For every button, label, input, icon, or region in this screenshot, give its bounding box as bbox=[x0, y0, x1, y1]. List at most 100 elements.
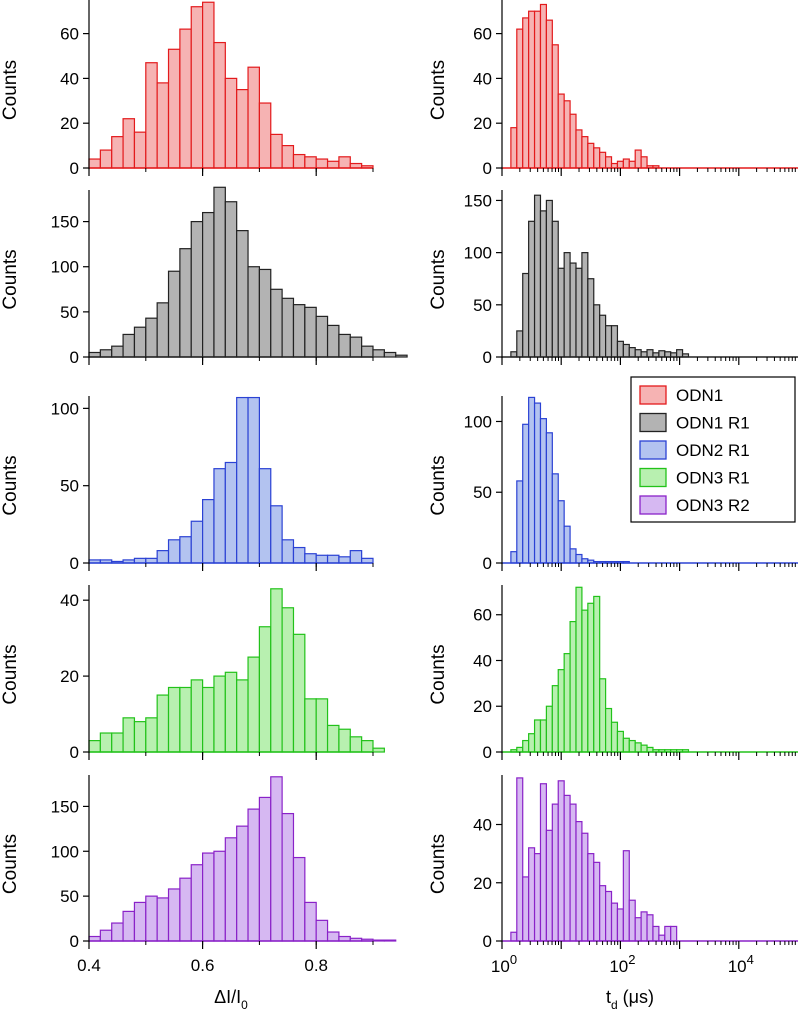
bar-left-3-15 bbox=[247, 396, 260, 564]
bar-left-1-11 bbox=[202, 1, 215, 169]
bar-left-2-3 bbox=[111, 345, 124, 358]
bar-right-1-16 bbox=[599, 151, 607, 169]
legend-swatch bbox=[639, 412, 667, 433]
bar-left-3-12 bbox=[213, 468, 226, 564]
bar-right-5-19 bbox=[616, 908, 624, 942]
bar-right-1-6 bbox=[539, 3, 547, 169]
bar-right-2-8 bbox=[551, 220, 559, 358]
y-tick-label: 60 bbox=[473, 606, 492, 625]
bar-left-5-26 bbox=[372, 939, 385, 942]
x-tick-label-right: 102 bbox=[609, 952, 635, 976]
bar-right-3-1 bbox=[510, 551, 518, 564]
bar-right-3-9 bbox=[557, 500, 565, 564]
y-tick-label: 0 bbox=[483, 743, 492, 762]
y-axis-label-left-4: Counts bbox=[0, 644, 21, 704]
bar-left-1-23 bbox=[338, 156, 351, 169]
y-tick-label: 60 bbox=[473, 25, 492, 44]
bar-left-3-23 bbox=[338, 556, 351, 564]
bar-right-1-11 bbox=[569, 113, 577, 169]
bar-right-5-15 bbox=[593, 861, 601, 942]
bar-left-4-17 bbox=[270, 588, 283, 753]
bar-right-2-2 bbox=[516, 330, 524, 358]
bar-left-2-22 bbox=[326, 324, 340, 358]
bar-left-4-10 bbox=[190, 679, 204, 753]
bar-left-2-17 bbox=[270, 288, 283, 358]
bar-right-2-10 bbox=[563, 252, 571, 358]
bar-right-5-6 bbox=[539, 783, 547, 942]
bar-right-4-20 bbox=[622, 737, 630, 753]
bar-right-1-10 bbox=[563, 100, 571, 169]
bar-left-4-22 bbox=[326, 724, 340, 753]
bar-right-4-4 bbox=[528, 733, 536, 753]
legend-entry: ODN1 R1 bbox=[676, 414, 750, 433]
bar-right-3-5 bbox=[533, 402, 542, 564]
bar-left-1-20 bbox=[304, 156, 317, 169]
bar-right-3-12 bbox=[575, 553, 583, 564]
y-tick-label: 40 bbox=[473, 651, 492, 670]
bar-right-1-23 bbox=[640, 156, 648, 169]
bar-left-5-13 bbox=[224, 837, 238, 942]
bar-right-5-20 bbox=[622, 850, 630, 942]
bar-right-2-12 bbox=[575, 267, 583, 358]
bar-right-4-13 bbox=[581, 609, 589, 753]
bar-right-2-20 bbox=[622, 343, 630, 358]
bar-left-3-8 bbox=[167, 539, 181, 564]
bar-right-5-13 bbox=[581, 832, 589, 942]
bar-right-1-2 bbox=[516, 28, 524, 169]
y-tick-label: 0 bbox=[70, 159, 79, 178]
y-tick-label: 50 bbox=[473, 296, 492, 315]
bar-right-2-27 bbox=[664, 351, 672, 358]
bar-left-5-5 bbox=[133, 901, 147, 942]
bar-left-3-20 bbox=[304, 553, 317, 564]
bar-left-3-18 bbox=[281, 539, 295, 564]
y-tick-label: 150 bbox=[51, 213, 79, 232]
bar-left-2-21 bbox=[315, 315, 329, 358]
bar-left-5-12 bbox=[213, 850, 226, 942]
panel-2-left: 0 50 100 150 Counts bbox=[0, 186, 408, 367]
y-tick-label: 20 bbox=[473, 697, 492, 716]
bar-right-3-7 bbox=[545, 432, 553, 564]
bar-left-2-24 bbox=[349, 336, 363, 358]
bar-left-2-25 bbox=[361, 345, 374, 358]
bar-right-2-24 bbox=[646, 349, 654, 358]
bar-right-2-23 bbox=[640, 351, 648, 358]
x-tick-label-left: 0.4 bbox=[77, 956, 101, 975]
bar-right-4-18 bbox=[610, 721, 619, 753]
bar-right-2-26 bbox=[658, 350, 666, 358]
bar-left-5-11 bbox=[202, 852, 215, 942]
bar-right-2-3 bbox=[522, 272, 530, 358]
y-tick-label: 0 bbox=[483, 554, 492, 573]
bar-left-3-9 bbox=[179, 536, 192, 564]
bar-left-1-2 bbox=[99, 149, 113, 169]
y-tick-label: 0 bbox=[70, 743, 79, 762]
bar-left-2-18 bbox=[281, 297, 295, 358]
bar-left-2-14 bbox=[236, 230, 249, 358]
bar-right-2-15 bbox=[593, 304, 601, 358]
bar-right-2-4 bbox=[528, 220, 536, 358]
y-tick-label: 0 bbox=[483, 932, 492, 951]
bar-left-1-5 bbox=[133, 131, 147, 169]
bar-right-2-13 bbox=[581, 252, 589, 358]
bar-left-4-18 bbox=[281, 607, 295, 753]
bar-left-1-22 bbox=[326, 160, 340, 169]
bar-left-2-8 bbox=[167, 270, 181, 358]
bar-left-5-8 bbox=[167, 888, 181, 942]
bar-right-2-11 bbox=[569, 262, 577, 358]
bar-left-4-19 bbox=[292, 633, 306, 753]
y-tick-label: 0 bbox=[70, 554, 79, 573]
bar-right-5-8 bbox=[551, 803, 559, 942]
bar-left-5-22 bbox=[326, 931, 340, 942]
bar-left-1-4 bbox=[122, 118, 136, 169]
bar-left-2-4 bbox=[122, 333, 136, 358]
bar-left-1-12 bbox=[213, 41, 226, 169]
bar-right-2-14 bbox=[587, 278, 595, 358]
bar-left-1-6 bbox=[145, 62, 158, 169]
bar-left-5-3 bbox=[111, 922, 124, 942]
y-tick-label: 0 bbox=[70, 932, 79, 951]
legend-swatch bbox=[639, 495, 667, 515]
y-tick-label: 100 bbox=[51, 842, 79, 861]
bar-left-4-12 bbox=[213, 675, 226, 753]
bar-left-1-19 bbox=[292, 153, 306, 169]
bar-right-4-5 bbox=[533, 719, 542, 753]
bar-left-4-13 bbox=[224, 671, 238, 753]
